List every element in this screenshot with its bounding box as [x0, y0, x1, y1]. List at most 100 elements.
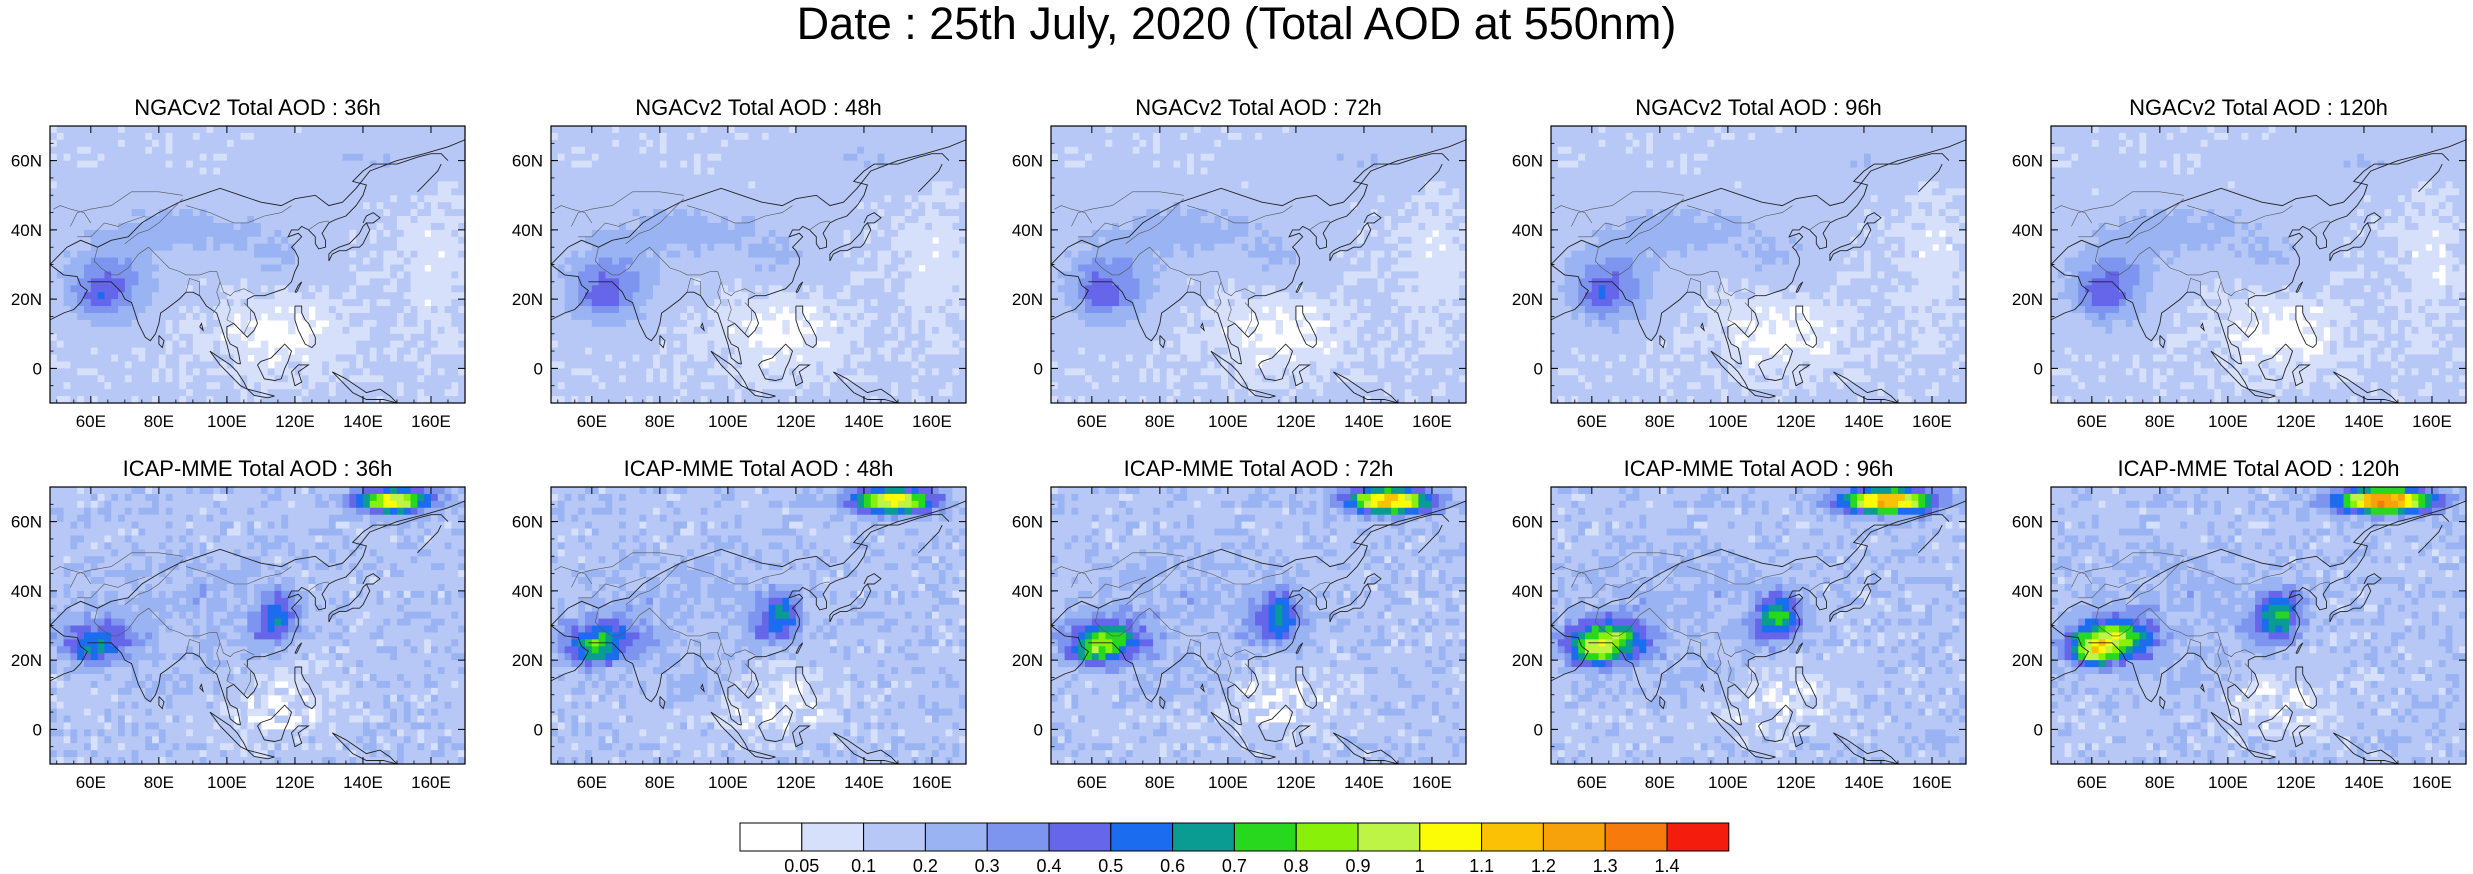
aod-cell — [288, 251, 295, 259]
aod-cell — [1051, 168, 1058, 176]
aod-cell — [585, 361, 592, 369]
aod-cell — [77, 355, 84, 363]
aod-cell — [383, 258, 390, 266]
aod-cell — [605, 230, 612, 238]
aod-cell — [261, 168, 268, 176]
aod-cell — [356, 375, 363, 383]
aod-cell — [701, 292, 708, 300]
aod-cell — [309, 161, 316, 169]
aod-cell — [939, 174, 946, 182]
aod-cell — [254, 382, 261, 390]
aod-cell — [254, 209, 261, 217]
aod-cell — [302, 271, 309, 279]
aod-cell — [329, 154, 336, 162]
aod-cell — [288, 154, 295, 162]
aod-cell — [918, 195, 925, 203]
aod-cell — [626, 368, 633, 376]
aod-cell — [857, 341, 864, 349]
aod-cell — [411, 271, 418, 279]
aod-cell — [309, 181, 316, 189]
aod-cell — [166, 355, 173, 363]
aod-cell — [925, 389, 932, 397]
aod-cell — [769, 147, 776, 155]
aod-cell — [796, 292, 803, 300]
aod-cell — [336, 140, 343, 148]
aod-cell — [803, 216, 810, 224]
aod-cell — [728, 375, 735, 383]
aod-cell — [646, 140, 653, 148]
aod-cell — [687, 174, 694, 182]
aod-cell — [77, 195, 84, 203]
aod-cell — [891, 285, 898, 293]
aod-cell — [411, 278, 418, 286]
aod-cell — [145, 361, 152, 369]
aod-cell — [891, 299, 898, 307]
aod-cell — [329, 237, 336, 245]
aod-cell — [939, 258, 946, 266]
aod-cell — [104, 355, 111, 363]
aod-cell — [132, 292, 139, 300]
aod-cell — [857, 147, 864, 155]
aod-cell — [585, 251, 592, 259]
aod-cell — [397, 306, 404, 314]
aod-cell — [200, 161, 207, 169]
aod-cell — [728, 306, 735, 314]
aod-cell — [701, 375, 708, 383]
aod-cell — [186, 223, 193, 231]
aod-cell — [871, 202, 878, 210]
aod-cell — [558, 168, 565, 176]
aod-cell — [660, 216, 667, 224]
aod-cell — [424, 375, 431, 383]
aod-cell — [905, 341, 912, 349]
aod-cell — [254, 278, 261, 286]
aod-cell — [857, 161, 864, 169]
aod-cell — [612, 251, 619, 259]
aod-cell — [234, 237, 241, 245]
aod-cell — [673, 223, 680, 231]
aod-cell — [254, 375, 261, 383]
aod-cell — [558, 230, 565, 238]
aod-cell — [782, 251, 789, 259]
aod-cell — [639, 140, 646, 148]
aod-cell — [281, 306, 288, 314]
aod-cell — [84, 341, 91, 349]
aod-cell — [281, 140, 288, 148]
aod-cell — [145, 292, 152, 300]
aod-cell — [172, 271, 179, 279]
aod-cell — [823, 320, 830, 328]
aod-cell — [673, 251, 680, 259]
aod-cell — [741, 161, 748, 169]
aod-cell — [179, 161, 186, 169]
aod-cell — [796, 271, 803, 279]
aod-cell — [404, 355, 411, 363]
aod-cell — [227, 209, 234, 217]
aod-cell — [240, 181, 247, 189]
aod-cell — [200, 237, 207, 245]
aod-cell — [220, 389, 227, 397]
aod-cell — [159, 223, 166, 231]
aod-cell — [138, 348, 145, 356]
aod-cell — [77, 230, 84, 238]
aod-cell — [810, 168, 817, 176]
aod-cell — [138, 265, 145, 273]
aod-cell — [646, 181, 653, 189]
aod-cell — [98, 389, 105, 397]
aod-cell — [84, 320, 91, 328]
aod-cell — [599, 285, 606, 293]
aod-cell — [905, 209, 912, 217]
aod-cell — [884, 140, 891, 148]
aod-cell — [302, 389, 309, 397]
aod-cell — [687, 348, 694, 356]
aod-cell — [646, 361, 653, 369]
aod-cell — [551, 161, 558, 169]
aod-cell — [356, 368, 363, 376]
aod-cell — [741, 258, 748, 266]
aod-cell — [247, 361, 254, 369]
aod-cell — [551, 334, 558, 342]
aod-cell — [789, 209, 796, 217]
aod-cell — [329, 147, 336, 155]
aod-cell — [84, 168, 91, 176]
aod-cell — [132, 265, 139, 273]
aod-cell — [315, 341, 322, 349]
aod-cell — [152, 375, 159, 383]
